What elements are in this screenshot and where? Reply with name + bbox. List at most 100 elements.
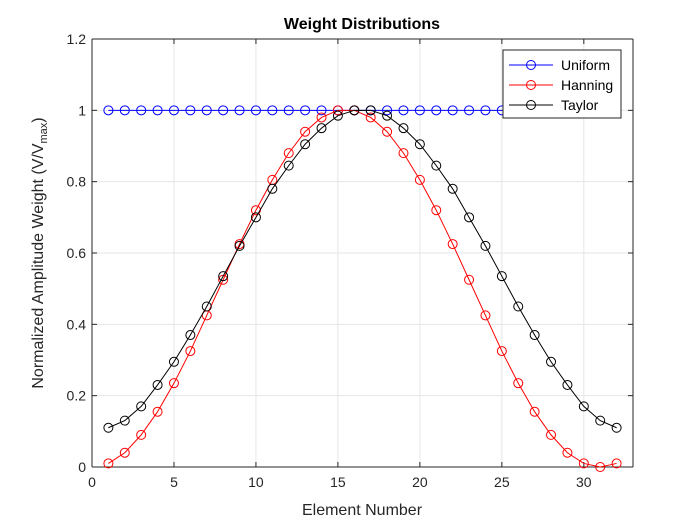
data-point-taylor — [546, 356, 557, 367]
data-point-taylor — [283, 160, 294, 171]
data-point-hanning — [332, 105, 343, 116]
data-point-hanning — [152, 406, 163, 417]
data-point-taylor — [332, 110, 343, 121]
data-point-taylor — [431, 160, 442, 171]
y-axis-title-close: ) — [30, 117, 47, 122]
data-point-hanning — [595, 462, 606, 472]
x-tick-label: 25 — [494, 474, 510, 490]
legend-label-hanning: Hanning — [561, 77, 613, 93]
data-point-taylor — [349, 105, 360, 116]
data-point-hanning — [546, 429, 557, 440]
data-point-taylor — [316, 123, 327, 134]
data-point-hanning — [431, 205, 442, 216]
x-tick-label: 5 — [170, 474, 178, 490]
data-point-taylor — [595, 415, 606, 426]
data-point-uniform — [414, 105, 425, 116]
legend-item-hanning: Hanning — [509, 77, 613, 93]
legend-item-uniform: Uniform — [509, 57, 610, 73]
data-point-hanning — [185, 346, 196, 357]
data-point-uniform — [250, 105, 261, 116]
series-line-hanning — [108, 109, 617, 468]
y-tick-label: 0.4 — [67, 316, 87, 332]
y-axis-title-main: Normalized Amplitude Weight (V/V — [30, 143, 47, 388]
x-axis-title: Element Number — [302, 502, 423, 519]
legend: Uniform Hanning Taylor — [502, 49, 622, 119]
legend-label-uniform: Uniform — [561, 57, 610, 73]
data-point-taylor — [447, 183, 458, 194]
data-point-uniform — [382, 105, 393, 116]
series-line-taylor — [108, 109, 617, 429]
data-point-uniform — [480, 105, 491, 116]
y-tick-label: 1.2 — [67, 31, 87, 47]
data-point-uniform — [152, 105, 163, 116]
data-point-uniform — [464, 105, 475, 116]
legend-box — [502, 49, 622, 119]
data-point-taylor — [267, 183, 278, 194]
x-tick-label: 20 — [412, 474, 428, 490]
y-axis-title: Normalized Amplitude Weight (V/Vmax) — [30, 117, 50, 388]
data-point-taylor — [250, 212, 261, 223]
data-point-hanning — [496, 346, 507, 357]
y-axis-ticks: 0 0.2 0.4 0.6 0.8 1 1.2 — [67, 31, 633, 475]
data-point-hanning — [562, 447, 573, 458]
y-axis-title-subscript: max — [38, 122, 50, 143]
y-tick-label: 0.2 — [67, 388, 87, 404]
data-point-taylor — [398, 123, 409, 134]
data-point-taylor — [562, 379, 573, 390]
data-point-taylor — [513, 301, 524, 312]
data-point-hanning — [168, 378, 179, 389]
data-point-uniform — [267, 105, 278, 116]
legend-marker-hanning — [526, 80, 536, 90]
data-point-taylor — [300, 139, 311, 150]
legend-label-taylor: Taylor — [561, 97, 599, 113]
data-point-uniform — [136, 105, 147, 116]
legend-marker-taylor — [526, 100, 536, 110]
data-point-taylor — [218, 271, 229, 282]
data-point-taylor — [611, 422, 622, 433]
data-point-uniform — [283, 105, 294, 116]
data-point-taylor — [201, 301, 212, 312]
data-point-hanning — [529, 406, 540, 417]
x-tick-label: 30 — [576, 474, 592, 490]
y-tick-label: 0 — [78, 459, 86, 475]
series-hanning — [103, 105, 622, 472]
data-point-taylor — [152, 379, 163, 390]
x-axis-ticks: 0 5 10 15 20 25 30 — [88, 39, 592, 490]
data-point-uniform — [316, 105, 327, 116]
data-point-taylor — [119, 415, 130, 426]
data-point-hanning — [136, 429, 147, 440]
data-point-uniform — [234, 105, 245, 116]
data-point-uniform — [168, 105, 179, 116]
data-point-taylor — [529, 330, 540, 341]
data-point-taylor — [103, 422, 114, 433]
data-point-taylor — [480, 240, 491, 251]
data-point-hanning — [480, 310, 491, 321]
legend-marker-uniform — [526, 60, 536, 70]
data-point-hanning — [578, 458, 589, 469]
y-tick-label: 1 — [78, 102, 86, 118]
series — [103, 105, 622, 472]
y-tick-label: 0.8 — [67, 174, 87, 190]
x-tick-label: 10 — [248, 474, 264, 490]
data-point-uniform — [103, 105, 114, 116]
data-point-uniform — [185, 105, 196, 116]
x-tick-label: 0 — [88, 474, 96, 490]
data-point-taylor — [234, 240, 245, 251]
data-point-uniform — [431, 105, 442, 116]
data-point-taylor — [578, 401, 589, 412]
data-point-hanning — [382, 126, 393, 137]
data-point-hanning — [119, 447, 130, 458]
data-point-hanning — [316, 112, 327, 123]
data-point-hanning — [464, 274, 475, 285]
data-point-hanning — [365, 112, 376, 123]
data-point-hanning — [513, 378, 524, 389]
data-point-hanning — [398, 148, 409, 159]
data-point-taylor — [185, 330, 196, 341]
data-point-taylor — [414, 139, 425, 150]
data-point-hanning — [103, 458, 114, 469]
data-point-taylor — [382, 110, 393, 121]
data-point-uniform — [119, 105, 130, 116]
data-point-uniform — [218, 105, 229, 116]
